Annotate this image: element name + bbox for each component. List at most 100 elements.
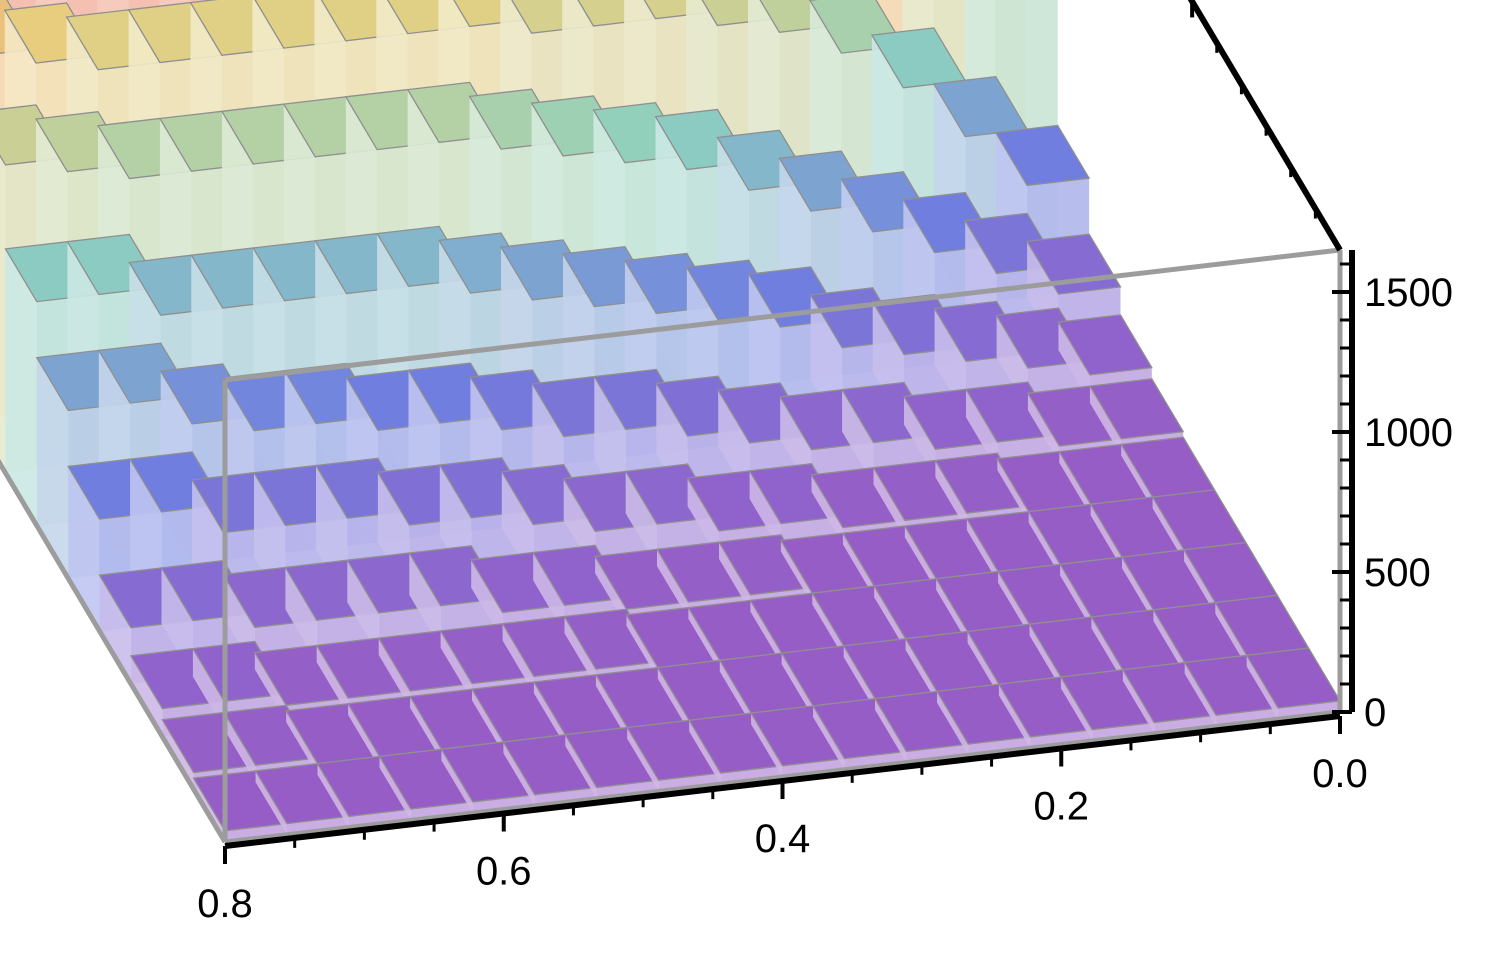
bar-side-face <box>595 674 628 739</box>
bar-front-face <box>720 765 783 785</box>
bar-front-face <box>225 823 287 842</box>
x-tick-label: 0.8 <box>197 882 253 926</box>
bar-side-face <box>472 689 504 754</box>
bar-side-face <box>36 357 69 579</box>
bar-side-face <box>1028 511 1061 576</box>
bar-side-face <box>564 616 596 686</box>
bar-side-face <box>998 571 1030 636</box>
bar-side-face <box>780 540 813 605</box>
bar-side-face <box>317 763 349 828</box>
bar-side-face <box>441 749 473 814</box>
bar-side-face <box>471 559 503 641</box>
bar-side-face <box>99 575 131 684</box>
bar-side-face <box>533 552 565 634</box>
bar-side-face <box>1090 504 1122 569</box>
bar-side-face <box>687 478 719 559</box>
bar-side-face <box>966 518 999 583</box>
bar-side-face <box>1029 624 1061 689</box>
bar-front-face <box>596 780 659 799</box>
bar-front-face <box>286 816 349 835</box>
bar-side-face <box>904 526 937 590</box>
bar-front-face <box>782 758 845 777</box>
bar-side-face <box>812 593 844 658</box>
bar-side-face <box>1058 322 1090 403</box>
bar-side-face <box>1122 669 1155 734</box>
x-tick-label: 0.2 <box>1033 785 1089 829</box>
bar-front-face <box>410 801 473 821</box>
bar-side-face <box>813 705 845 770</box>
bar <box>1245 647 1342 709</box>
bar-side-face <box>192 648 225 730</box>
bar-side-face <box>689 720 721 785</box>
bar-side-face <box>750 600 782 665</box>
bar-front-face <box>844 751 907 770</box>
bar-side-face <box>781 653 814 718</box>
bar-side-face <box>997 458 1029 523</box>
bar-side-face <box>379 756 411 821</box>
bar <box>994 124 1091 187</box>
bar-front-face <box>472 794 535 814</box>
bar-side-face <box>1121 444 1153 509</box>
bar-side-face <box>130 655 163 737</box>
bar-side-face <box>937 691 969 756</box>
bar-side-face <box>967 631 999 696</box>
bar-side-face <box>533 682 566 746</box>
bar-side-face <box>626 614 658 679</box>
bar-side-face <box>0 155 6 473</box>
bar-side-face <box>1060 677 1093 741</box>
bar-side-face <box>719 660 752 725</box>
bar-side-face <box>5 248 37 526</box>
bar-side-face <box>1184 549 1216 614</box>
bar-side-face <box>409 553 441 648</box>
z-tick-label: 0 <box>1364 691 1386 735</box>
bar-side-face <box>873 467 905 538</box>
bar-front-face <box>968 736 1031 756</box>
bar-side-face <box>1153 609 1185 674</box>
bar-side-face <box>224 712 256 783</box>
bar-side-face <box>254 652 287 723</box>
bar-side-face <box>657 549 689 619</box>
bar-side-face <box>751 713 783 777</box>
bar-side-face <box>935 460 967 530</box>
bar-side-face <box>625 471 657 567</box>
bar-side-face <box>348 703 380 768</box>
bar-side-face <box>316 645 349 715</box>
x-tick-label: 0.4 <box>755 817 811 861</box>
bar <box>870 27 967 89</box>
bar-side-face <box>1122 557 1154 621</box>
bar-front-face <box>658 773 721 792</box>
bar-side-face <box>936 578 968 643</box>
bar-side-face <box>1091 617 1123 681</box>
bar-side-face <box>565 734 597 799</box>
y-axis-line <box>1187 0 1343 252</box>
bar-front-face <box>1278 700 1340 720</box>
bar-side-face <box>1089 386 1122 456</box>
bar-side-face <box>1246 655 1279 720</box>
bar-side-face <box>905 638 937 703</box>
bar-front-face <box>1092 722 1155 741</box>
bar-side-face <box>440 630 472 701</box>
bar-side-face <box>904 396 936 478</box>
bar-side-face <box>378 638 411 708</box>
bar-side-face <box>595 556 627 626</box>
bar <box>932 76 1029 138</box>
bar-side-face <box>1152 497 1184 561</box>
bar <box>1088 378 1185 440</box>
bar-side-face <box>998 684 1031 749</box>
bounding-box-front <box>0 247 1343 845</box>
z-tick-label: 1000 <box>1364 411 1453 455</box>
bar-side-face <box>719 542 751 612</box>
bar-side-face <box>1027 393 1060 463</box>
bar-front-face <box>1154 715 1217 734</box>
bar-side-face <box>874 586 906 650</box>
bar-side-face <box>1215 602 1247 667</box>
bar-side-face <box>286 710 318 775</box>
bar-side-face <box>966 389 998 470</box>
bar-front-face <box>1030 729 1093 749</box>
bar-side-face <box>1059 451 1091 516</box>
bar-side-face <box>843 645 875 710</box>
bar-side-face <box>688 607 720 672</box>
bar-front-face <box>906 744 969 763</box>
box-front-edge <box>224 247 1341 383</box>
